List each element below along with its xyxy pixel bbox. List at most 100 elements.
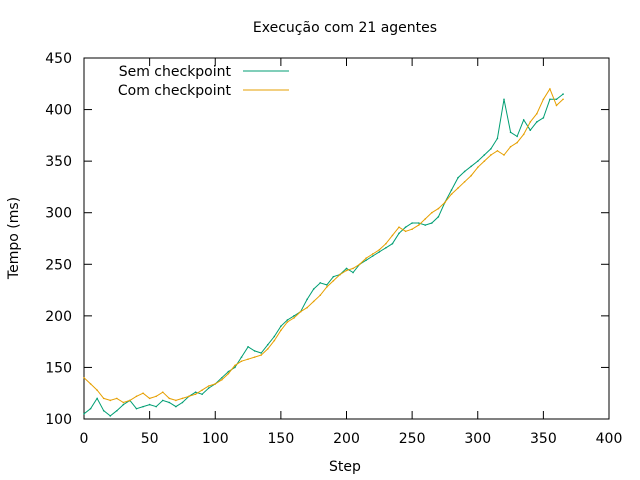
data-point-series-2	[496, 150, 499, 152]
data-point-series-2	[503, 154, 505, 156]
x-tick-label: 50	[141, 431, 159, 447]
data-point-series-2	[463, 180, 466, 183]
data-point-series-1	[181, 401, 184, 404]
data-point-series-2	[194, 393, 197, 396]
data-point-series-2	[253, 356, 256, 358]
data-point-series-1	[490, 147, 492, 150]
data-point-series-2	[260, 354, 262, 356]
data-point-series-2	[529, 121, 532, 123]
data-point-series-1	[260, 352, 262, 354]
data-point-series-2	[89, 383, 92, 385]
data-point-series-2	[424, 218, 427, 220]
data-point-series-2	[431, 211, 433, 214]
x-axis-label: Step	[329, 459, 361, 475]
data-point-series-2	[286, 321, 289, 323]
legend-label-2: Com checkpoint	[118, 83, 232, 99]
data-point-series-2	[122, 401, 125, 404]
data-point-series-1	[509, 131, 512, 134]
y-tick-label: 250	[45, 257, 72, 273]
data-point-series-2	[536, 112, 538, 115]
x-tick-label: 100	[202, 431, 229, 447]
data-point-series-1	[345, 267, 348, 270]
data-point-series-2	[102, 397, 105, 400]
data-point-series-2	[181, 397, 184, 400]
data-point-series-2	[522, 133, 525, 136]
y-tick-label: 200	[45, 309, 72, 325]
data-point-series-1	[194, 391, 197, 393]
data-point-series-1	[96, 397, 98, 400]
data-point-series-1	[326, 284, 328, 286]
data-point-series-1	[536, 121, 538, 123]
x-tick-label: 200	[333, 431, 360, 447]
data-point-series-1	[562, 93, 564, 95]
data-point-series-1	[109, 415, 112, 417]
data-point-series-1	[161, 399, 164, 402]
data-point-series-1	[385, 246, 387, 249]
y-axis-label: Tempo (ms)	[6, 197, 22, 280]
data-point-series-2	[299, 310, 302, 313]
x-tick-label: 250	[399, 431, 426, 447]
plot-area: 0 50 100 150 200 250 300 350 400 100 150 200 250 300 3…	[45, 51, 622, 447]
data-point-series-2	[555, 104, 558, 107]
data-point-series-2	[155, 395, 157, 398]
data-point-series-1	[207, 387, 210, 389]
data-point-series-2	[240, 360, 243, 363]
data-point-series-2	[293, 317, 295, 319]
data-point-series-1	[280, 325, 282, 327]
y-tick-label: 150	[45, 360, 72, 376]
data-point-series-1	[89, 407, 92, 410]
y-tick-label: 350	[45, 154, 72, 170]
data-point-series-2	[142, 392, 144, 395]
data-point-series-1	[516, 135, 518, 138]
data-point-series-2	[385, 242, 387, 245]
chart-title: Execução com 21 agentes	[253, 20, 437, 36]
data-point-series-2	[457, 187, 459, 189]
data-point-series-2	[483, 160, 486, 162]
data-point-series-1	[437, 216, 440, 218]
data-point-series-2	[490, 154, 492, 156]
data-point-series-2	[96, 389, 98, 391]
data-point-series-1	[549, 98, 551, 101]
data-point-series-1	[365, 259, 367, 261]
data-point-series-2	[339, 273, 341, 276]
data-point-series-1	[542, 117, 545, 119]
data-point-series-2	[450, 193, 453, 195]
data-point-series-2	[83, 376, 85, 379]
data-point-series-2	[148, 397, 151, 400]
data-point-series-1	[240, 356, 243, 358]
data-point-series-2	[221, 379, 223, 381]
x-tick-label: 0	[80, 431, 89, 447]
data-point-series-2	[326, 286, 328, 288]
data-point-series-1	[286, 319, 289, 321]
data-point-series-2	[280, 329, 282, 332]
data-point-series-2	[365, 257, 367, 259]
y-tick-label: 300	[45, 206, 72, 222]
data-point-series-1	[404, 226, 407, 228]
y-tick-label: 450	[45, 51, 72, 67]
data-point-series-2	[319, 294, 322, 297]
data-point-series-1	[247, 346, 249, 348]
data-point-series-2	[273, 339, 276, 342]
data-point-series-1	[221, 376, 223, 379]
data-point-series-2	[470, 174, 472, 177]
data-point-series-2	[188, 395, 190, 398]
data-point-series-2	[312, 300, 315, 303]
data-point-series-2	[398, 226, 400, 228]
x-tick-label: 300	[464, 431, 491, 447]
data-point-series-2	[444, 201, 446, 204]
data-point-series-1	[155, 405, 157, 408]
data-point-series-1	[293, 315, 295, 317]
data-point-series-2	[391, 234, 394, 237]
data-point-series-2	[516, 141, 518, 144]
data-point-series-2	[549, 88, 551, 90]
data-point-series-2	[234, 364, 236, 367]
data-point-series-1	[391, 242, 394, 245]
data-point-series-1	[431, 222, 433, 224]
data-point-series-1	[273, 335, 276, 338]
data-point-series-1	[201, 393, 203, 396]
data-point-series-1	[83, 413, 85, 415]
data-point-series-1	[483, 154, 486, 156]
